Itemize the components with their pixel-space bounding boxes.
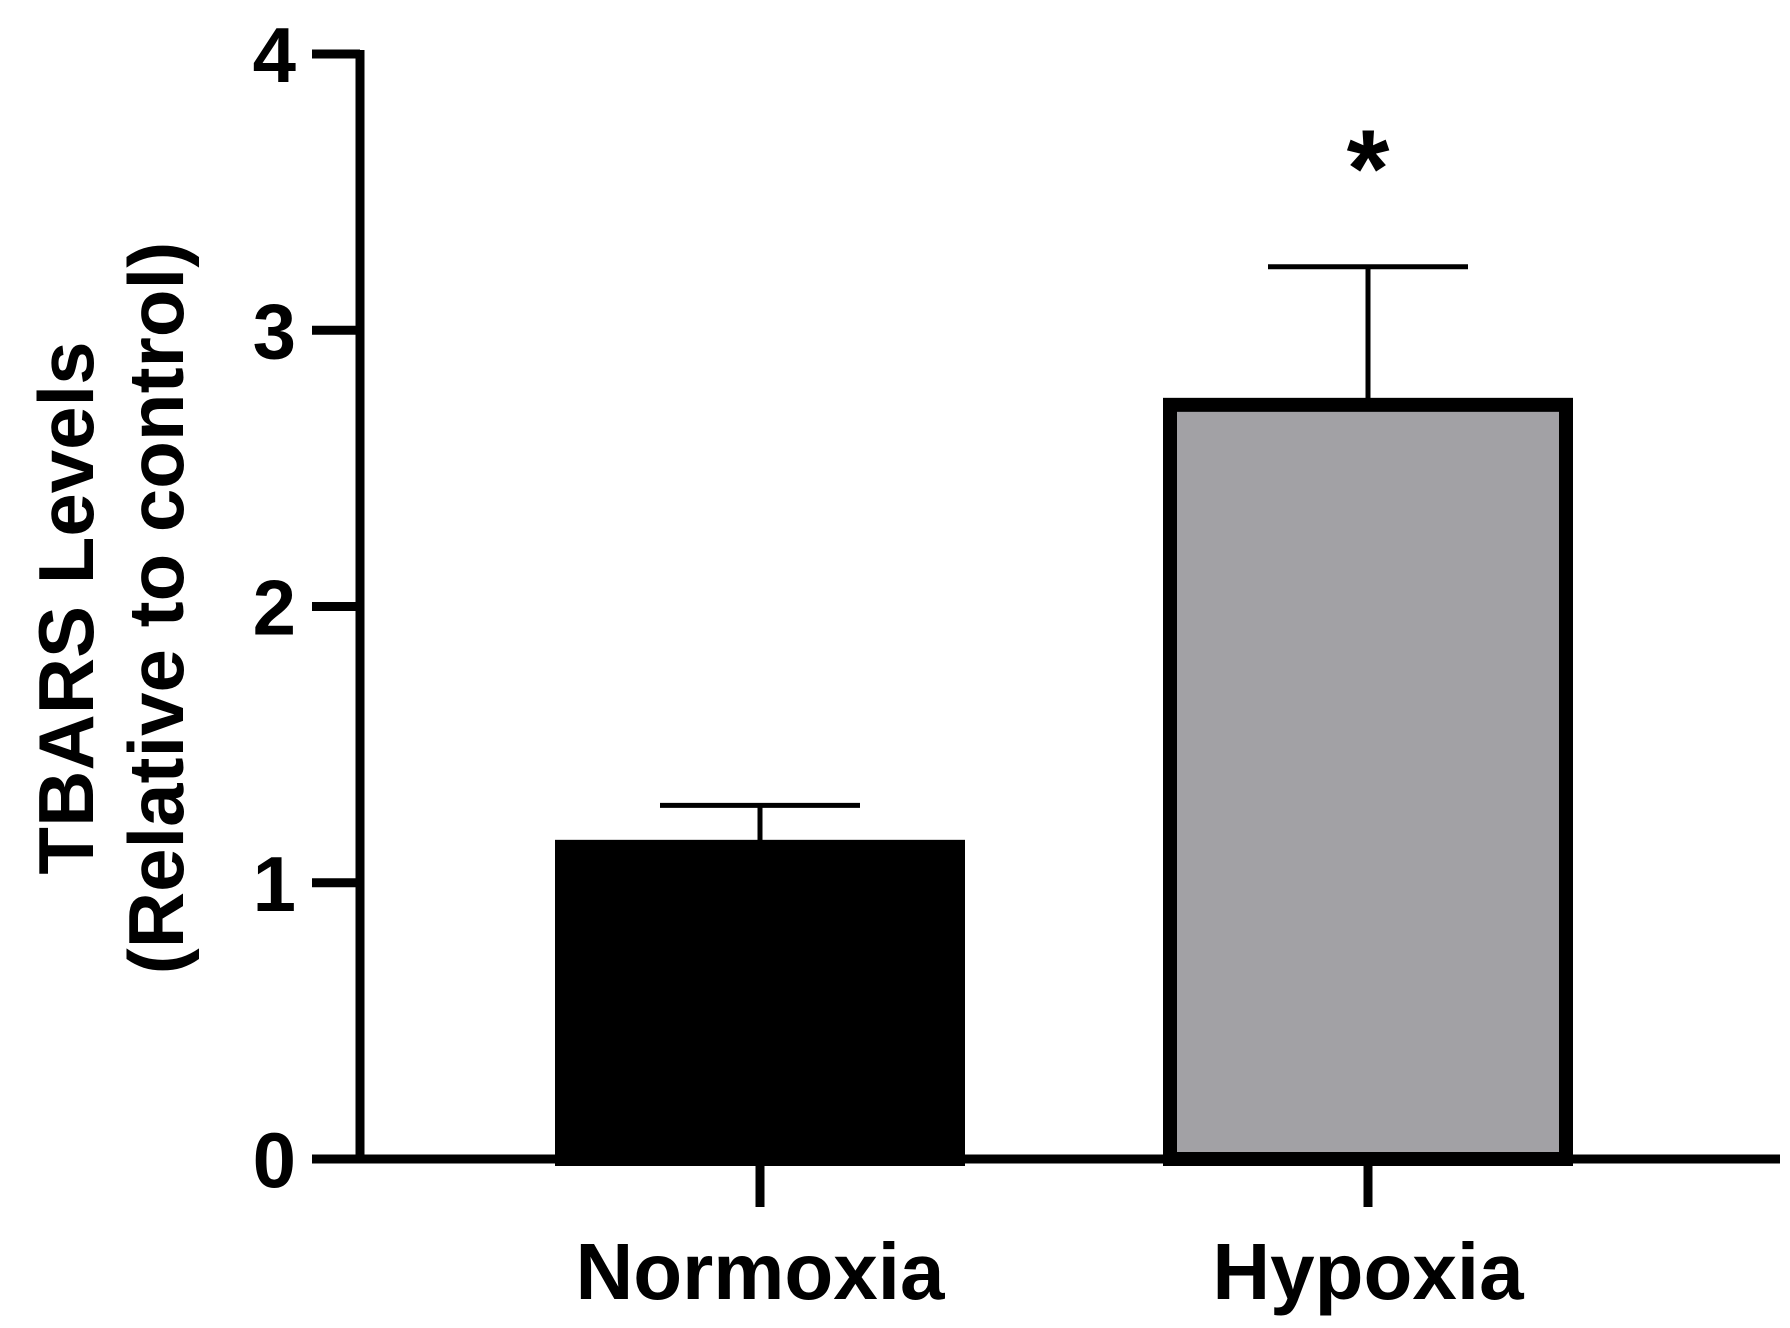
y-tick-label-3: 3: [253, 287, 296, 375]
significance-marker-hypoxia: *: [1347, 108, 1390, 231]
y-axis-label-line2: (Relative to control): [112, 242, 200, 974]
x-tick-label-normoxia: Normoxia: [576, 1227, 945, 1316]
x-tick-label-hypoxia: Hypoxia: [1212, 1227, 1524, 1316]
y-tick-label-2: 2: [253, 564, 296, 652]
y-tick-label-4: 4: [253, 11, 296, 99]
y-axis-label-line1: TBARS Levels: [22, 341, 110, 874]
y-tick-label-1: 1: [253, 840, 296, 928]
bar-hypoxia: [1163, 397, 1573, 1166]
bar-normoxia: [555, 839, 965, 1167]
y-tick-label-0: 0: [253, 1116, 296, 1204]
